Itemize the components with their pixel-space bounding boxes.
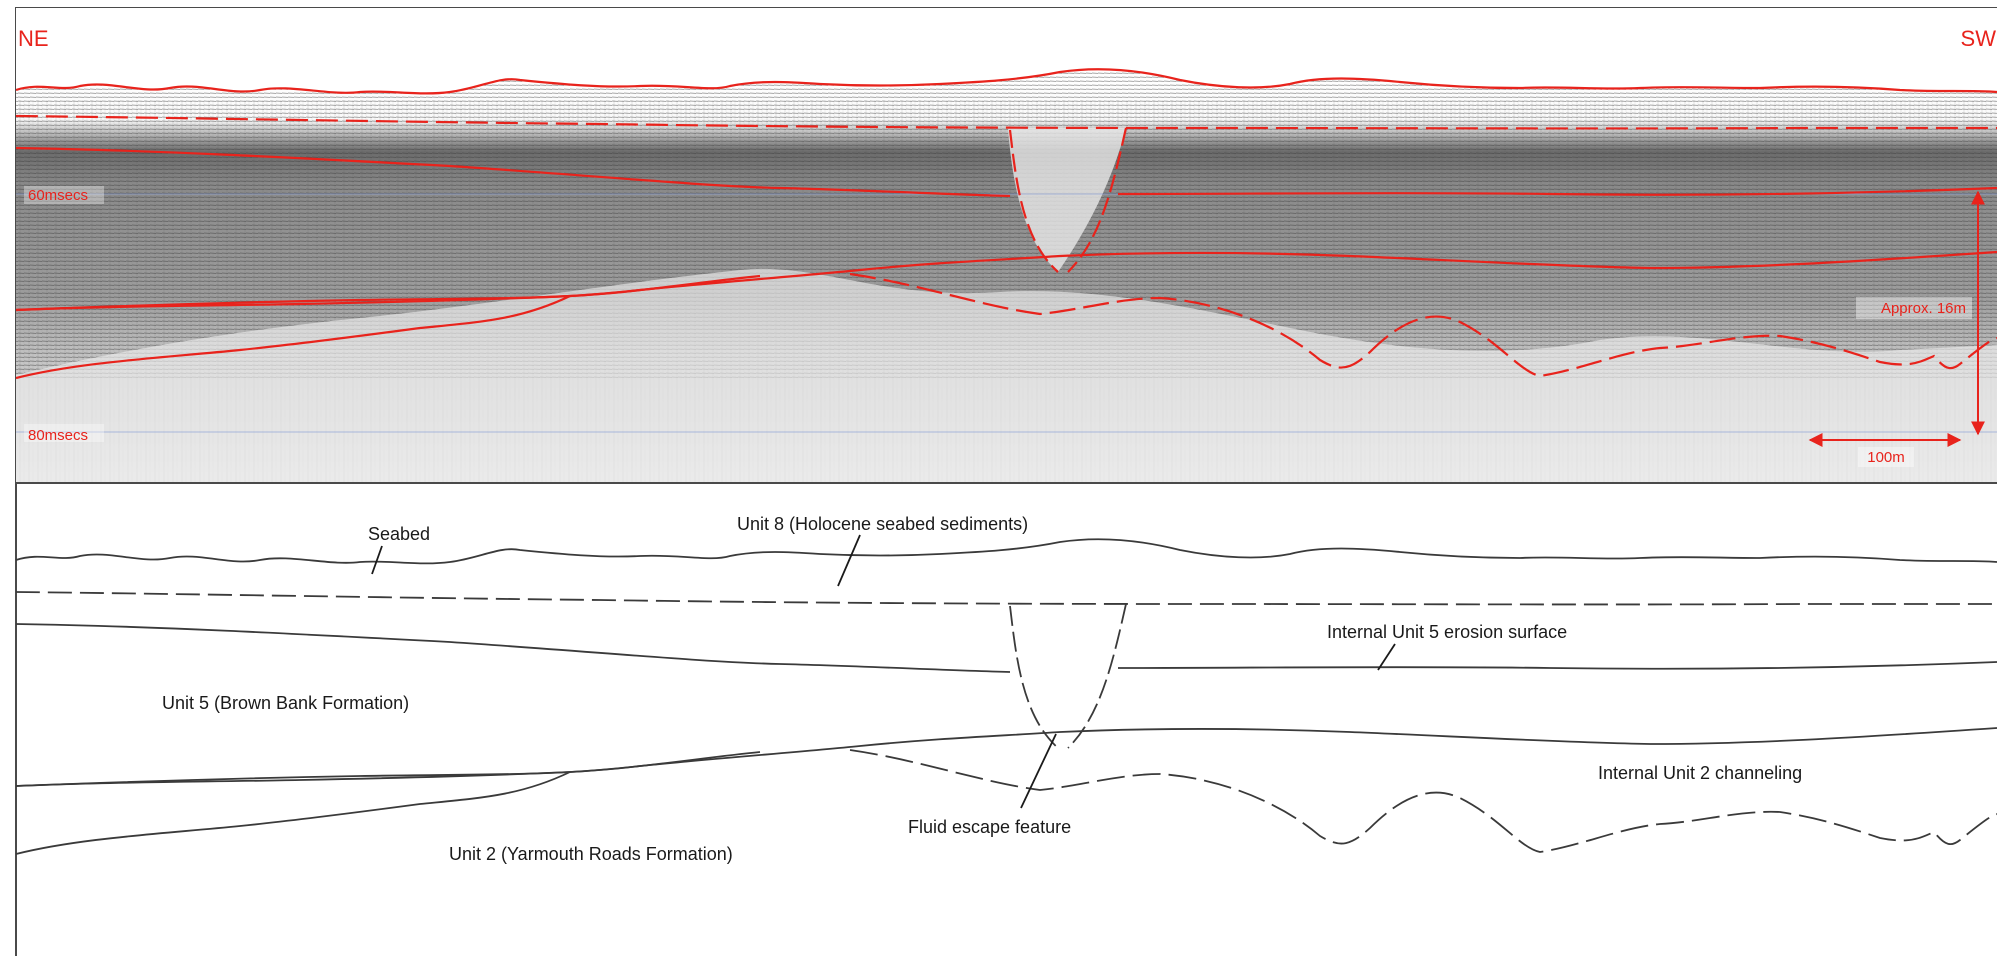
unit8-base-red-line xyxy=(16,114,1997,130)
seabed-label: Seabed xyxy=(368,524,430,544)
unit5-base-red-line xyxy=(16,250,1997,312)
unit2-upper-line xyxy=(15,771,571,855)
unit5-label: Unit 5 (Brown Bank Formation) xyxy=(162,693,409,713)
unit5-erosion-leader xyxy=(1377,643,1396,671)
fluid-escape-leader xyxy=(1020,733,1057,809)
time-label-80msecs: 80msecs xyxy=(28,427,88,444)
unit8-leader xyxy=(837,534,861,587)
seabed-leader xyxy=(371,545,383,575)
unit5-upper-red-line xyxy=(16,146,1011,198)
unit5-upper-line xyxy=(15,623,1011,673)
unit2-upper-red-line xyxy=(16,295,571,380)
unit5-erosion-red-line xyxy=(1117,186,1997,196)
fluid-escape-line xyxy=(1009,603,1127,749)
seabed-red-line xyxy=(16,68,1997,95)
seismic-panel: NE SW 60msecs 80msecs Approx. 16m 100m xyxy=(16,8,1997,482)
time-label-60msecs: 60msecs xyxy=(28,187,88,204)
sw-direction-label: SW xyxy=(1961,26,1997,51)
unit2-upper2-line xyxy=(15,751,761,787)
red-interpretation-lines xyxy=(16,68,1997,380)
unit2-channeling-label: Internal Unit 2 channeling xyxy=(1598,763,1802,783)
unit5-base-line xyxy=(15,727,1997,787)
unit8-base-line xyxy=(15,591,1997,606)
unit2-channel-red-line xyxy=(849,272,1997,378)
unit5-erosion-line xyxy=(1117,661,1997,670)
unit2-label: Unit 2 (Yarmouth Roads Formation) xyxy=(449,844,733,864)
fluid-escape-red-line xyxy=(1008,127,1128,273)
horizontal-scale-label: 100m xyxy=(1867,449,1905,466)
ne-direction-label: NE xyxy=(18,26,49,51)
unit2-channel-line xyxy=(849,749,1997,853)
unit2-upper2-red-line xyxy=(16,274,761,312)
interpretation-labels: Seabed Unit 8 (Holocene seabed sediments… xyxy=(162,514,1802,864)
unit8-label: Unit 8 (Holocene seabed sediments) xyxy=(737,514,1028,534)
fluid-escape-label: Fluid escape feature xyxy=(908,817,1071,837)
unit5-erosion-label: Internal Unit 5 erosion surface xyxy=(1327,622,1567,642)
seabed-line xyxy=(15,538,1997,565)
interpretation-panel xyxy=(15,534,1997,855)
vertical-scale-label: Approx. 16m xyxy=(1881,300,1966,317)
